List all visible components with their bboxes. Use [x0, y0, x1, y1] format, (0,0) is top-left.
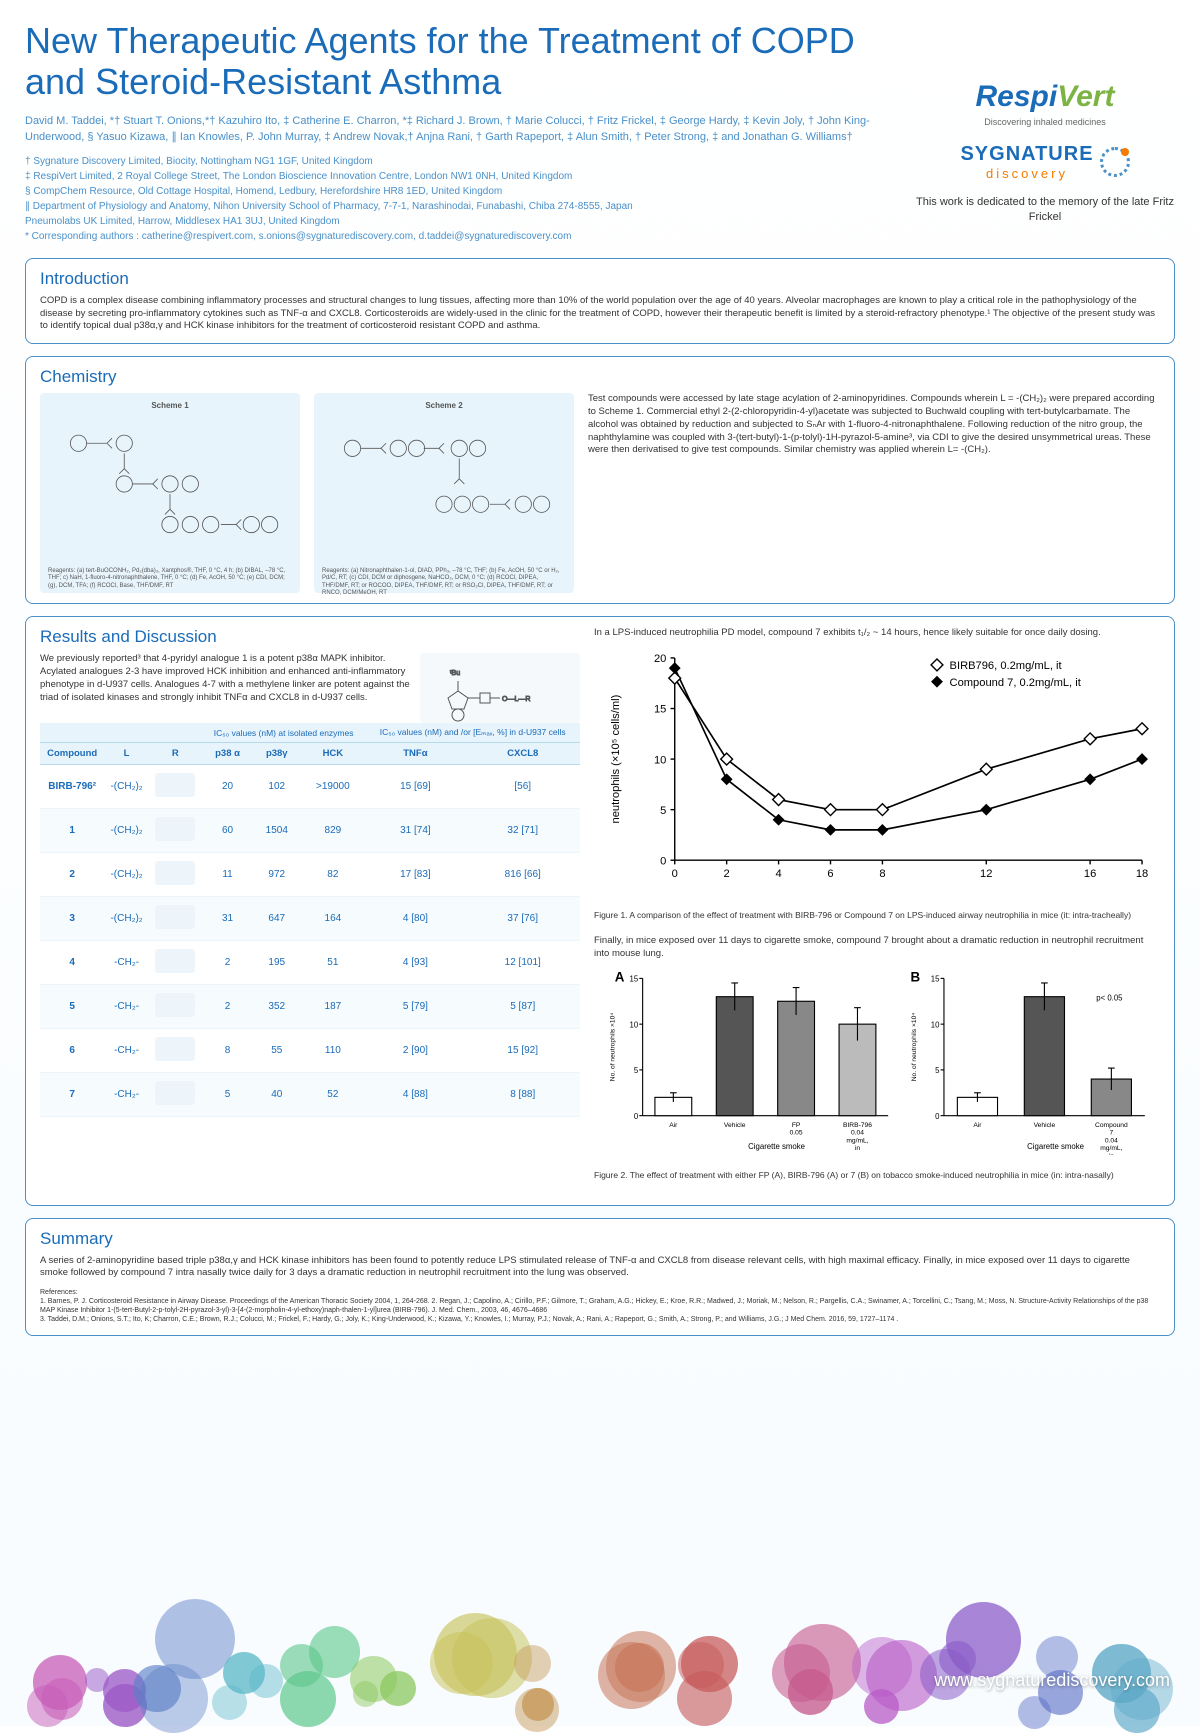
summary-title: Summary: [40, 1229, 1160, 1249]
affiliations: † Sygnature Discovery Limited, Biocity, …: [25, 154, 895, 244]
svg-text:Compound 7, 0.2mg/mL, it: Compound 7, 0.2mg/mL, it: [950, 677, 1082, 689]
svg-text:0.05: 0.05: [790, 1129, 803, 1136]
svg-text:10: 10: [931, 1020, 940, 1029]
results-table: IC₅₀ values (nM) at isolated enzymesIC₅₀…: [40, 723, 580, 1117]
svg-text:0: 0: [672, 868, 678, 880]
svg-text:20: 20: [654, 653, 666, 665]
svg-text:BIRB796, 0.2mg/mL, it: BIRB796, 0.2mg/mL, it: [950, 660, 1063, 672]
scheme-2: Scheme 2 Reagents: (a) Nitronaphthalen-1…: [314, 393, 574, 593]
chem-title: Chemistry: [40, 367, 1160, 387]
svg-text:ᵗBu: ᵗBu: [450, 670, 460, 677]
fig2-caption: Figure 2. The effect of treatment with e…: [594, 1170, 1160, 1181]
svg-text:6: 6: [827, 868, 833, 880]
figure-1-chart: 0 5 10 15 20 0 2 4 6 8 12 16 18 neutrophils (×10⁵ cel…: [594, 640, 1160, 904]
svg-text:O—L—R: O—L—R: [502, 696, 530, 703]
scheme1-label: Scheme 1: [48, 401, 292, 410]
svg-text:5: 5: [634, 1066, 639, 1075]
header: New Therapeutic Agents for the Treatment…: [25, 20, 1175, 244]
svg-text:8: 8: [879, 868, 885, 880]
svg-text:in: in: [855, 1145, 860, 1152]
scheme2-caption: Reagents: (a) Nitronaphthalen-1-ol, DIAD…: [322, 568, 566, 597]
svg-text:Vehicle: Vehicle: [1034, 1122, 1056, 1129]
scheme1-diagram: [48, 414, 292, 564]
ring-icon: [1100, 147, 1130, 177]
svg-text:0: 0: [660, 855, 666, 867]
svg-text:FP: FP: [792, 1122, 801, 1129]
refs-title: References:: [40, 1288, 1160, 1297]
svg-text:15: 15: [654, 704, 666, 716]
intro-title: Introduction: [40, 269, 1160, 289]
svg-text:15: 15: [931, 975, 940, 984]
svg-text:0.04: 0.04: [1105, 1137, 1118, 1144]
svg-text:B: B: [910, 970, 920, 985]
scheme2-diagram: [322, 414, 566, 564]
svg-text:15: 15: [629, 975, 638, 984]
core-structure: ᵗBu O—L—R Me: [420, 653, 580, 723]
svg-text:2: 2: [724, 868, 730, 880]
chemistry-section: Chemistry Scheme 1 Reagents: (a) tert-Bu…: [25, 356, 1175, 604]
chem-text: Test compounds were accessed by late sta…: [588, 393, 1160, 593]
svg-text:12: 12: [980, 868, 992, 880]
footer-url: www.sygnaturediscovery.com: [934, 1670, 1170, 1691]
scheme-1: Scheme 1 Reagents: (a) tert-BuOCONH₂, Pd…: [40, 393, 300, 593]
results-section: Results and Discussion ᵗBu O—L—R Me We p…: [25, 616, 1175, 1205]
introduction-section: Introduction COPD is a complex disease c…: [25, 258, 1175, 344]
svg-text:Vehicle: Vehicle: [724, 1122, 746, 1129]
svg-text:5: 5: [935, 1066, 940, 1075]
scheme1-caption: Reagents: (a) tert-BuOCONH₂, Pd₂(dba)₃, …: [48, 568, 292, 590]
bubble-decoration: [0, 1606, 1200, 1726]
footer: www.sygnaturediscovery.com: [0, 1606, 1200, 1726]
svg-text:Cigarette smoke: Cigarette smoke: [1027, 1142, 1084, 1151]
respivert-logo: RespiVert: [915, 80, 1175, 114]
svg-text:10: 10: [629, 1020, 638, 1029]
svg-text:0: 0: [634, 1112, 639, 1121]
poster-title: New Therapeutic Agents for the Treatment…: [25, 20, 895, 103]
svg-text:No. of neutrophils ×10⁴: No. of neutrophils ×10⁴: [610, 1012, 617, 1081]
svg-text:mg/mL,: mg/mL,: [846, 1137, 868, 1144]
svg-text:No. of neutrophils ×10⁴: No. of neutrophils ×10⁴: [911, 1012, 918, 1081]
svg-text:mg/mL,: mg/mL,: [1100, 1145, 1122, 1152]
figure-2-chart: A051015AirVehicleFP0.05BIRB-7960.04mg/mL…: [594, 961, 1160, 1164]
summary-text: A series of 2-aminopyridine based triple…: [40, 1255, 1160, 1281]
results-title: Results and Discussion: [40, 627, 580, 647]
svg-text:4: 4: [775, 868, 781, 880]
svg-text:7: 7: [1109, 1129, 1113, 1136]
svg-text:10: 10: [654, 754, 666, 766]
refs-list: 1. Barnes, P. J. Corticosteroid Resistan…: [40, 1297, 1160, 1324]
mid-text: Finally, in mice exposed over 11 days to…: [594, 935, 1160, 961]
sygnature-logo: SYGNATURE discovery: [915, 143, 1175, 181]
svg-text:p< 0.05: p< 0.05: [1096, 994, 1123, 1003]
svg-text:BIRB-796: BIRB-796: [843, 1122, 872, 1129]
svg-text:in: in: [1109, 1153, 1114, 1155]
dedication-text: This work is dedicated to the memory of …: [915, 195, 1175, 226]
svg-text:16: 16: [1084, 868, 1096, 880]
svg-text:Compound: Compound: [1095, 1122, 1128, 1129]
svg-text:18: 18: [1136, 868, 1148, 880]
respivert-tagline: Discovering inhaled medicines: [915, 117, 1175, 127]
svg-text:0: 0: [935, 1112, 940, 1121]
intro-text: COPD is a complex disease combining infl…: [40, 295, 1160, 333]
svg-text:0.04: 0.04: [851, 1129, 864, 1136]
fig1-caption: Figure 1. A comparison of the effect of …: [594, 910, 1160, 921]
authors-list: David M. Taddei, *† Stuart T. Onions,*† …: [25, 113, 895, 146]
svg-text:Air: Air: [669, 1122, 678, 1129]
svg-text:A: A: [615, 970, 625, 985]
summary-section: Summary A series of 2-aminopyridine base…: [25, 1218, 1175, 1336]
svg-text:5: 5: [660, 805, 666, 817]
svg-text:neutrophils (×10⁵ cells/ml): neutrophils (×10⁵ cells/ml): [610, 694, 622, 823]
svg-text:Cigarette smoke: Cigarette smoke: [748, 1142, 805, 1151]
svg-text:Air: Air: [973, 1122, 982, 1129]
sygnature-name: SYGNATURE: [960, 143, 1093, 166]
right-intro: In a LPS-induced neutrophilia PD model, …: [594, 627, 1160, 640]
scheme2-label: Scheme 2: [322, 401, 566, 410]
sygnature-sub: discovery: [960, 166, 1093, 181]
